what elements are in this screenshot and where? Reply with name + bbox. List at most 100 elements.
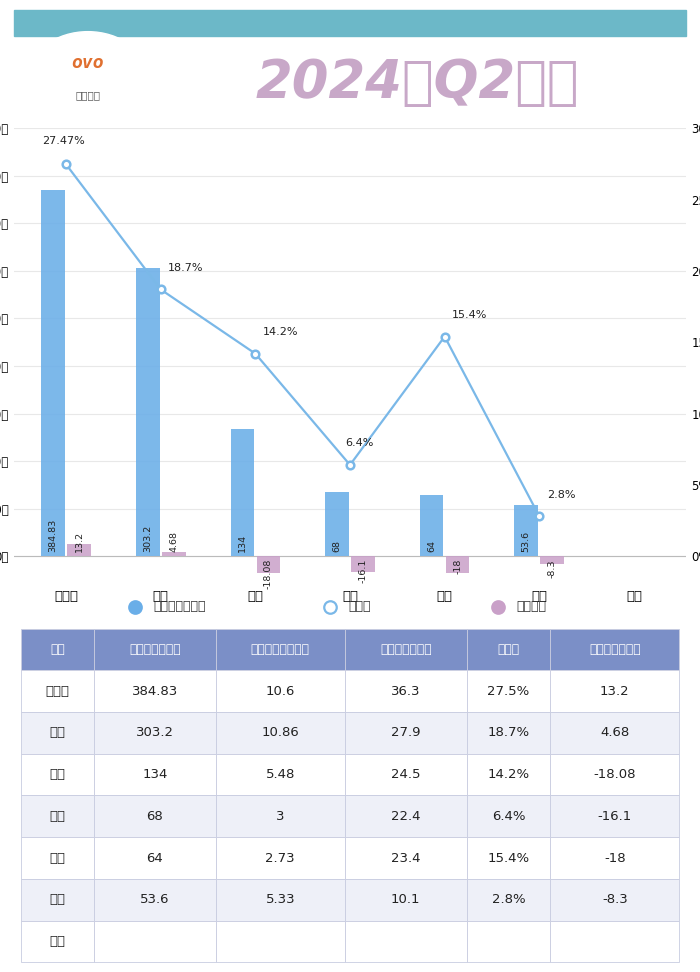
Bar bbox=[514, 505, 538, 556]
Text: 303.2: 303.2 bbox=[144, 525, 152, 552]
Text: 18.7%: 18.7% bbox=[168, 262, 204, 273]
Text: 蕴来: 蕴来 bbox=[49, 935, 65, 948]
Text: 53.6: 53.6 bbox=[140, 893, 169, 906]
Text: 134: 134 bbox=[142, 768, 167, 781]
Bar bbox=[467, 753, 550, 795]
Text: 36.3: 36.3 bbox=[391, 684, 421, 698]
Text: 27.5%: 27.5% bbox=[487, 684, 530, 698]
Ellipse shape bbox=[29, 32, 147, 121]
Bar bbox=[216, 753, 345, 795]
Text: 极氪: 极氪 bbox=[49, 768, 65, 781]
Text: 64: 64 bbox=[146, 851, 163, 864]
Bar bbox=[345, 920, 467, 962]
Text: 15.4%: 15.4% bbox=[452, 310, 488, 320]
Text: 理想: 理想 bbox=[49, 726, 65, 740]
Bar bbox=[550, 712, 679, 753]
Text: 3: 3 bbox=[276, 810, 285, 823]
Text: 64: 64 bbox=[427, 540, 436, 552]
Bar bbox=[21, 629, 94, 671]
Bar bbox=[420, 496, 444, 556]
Text: 384.83: 384.83 bbox=[132, 684, 178, 698]
Text: 运营利润（亿）: 运营利润（亿） bbox=[589, 643, 640, 656]
Text: 13.2: 13.2 bbox=[600, 684, 629, 698]
Text: -16.1: -16.1 bbox=[598, 810, 632, 823]
Text: 24.5: 24.5 bbox=[391, 768, 421, 781]
Bar bbox=[345, 837, 467, 879]
Bar bbox=[94, 837, 216, 879]
Text: 5.33: 5.33 bbox=[265, 893, 295, 906]
Bar bbox=[550, 920, 679, 962]
Text: 芝能汽车: 芝能汽车 bbox=[76, 90, 100, 100]
Text: 4.68: 4.68 bbox=[169, 532, 178, 552]
Bar bbox=[21, 753, 94, 795]
Bar bbox=[550, 629, 679, 671]
Bar bbox=[21, 837, 94, 879]
Bar bbox=[467, 712, 550, 753]
Bar bbox=[162, 552, 186, 556]
Text: 零跑: 零跑 bbox=[49, 893, 65, 906]
Text: 汽车收入（亿）: 汽车收入（亿） bbox=[154, 601, 206, 613]
Text: 27.47%: 27.47% bbox=[43, 136, 85, 147]
Bar bbox=[94, 879, 216, 920]
Text: 23.4: 23.4 bbox=[391, 851, 421, 864]
Text: 10.86: 10.86 bbox=[261, 726, 299, 740]
Text: -18.08: -18.08 bbox=[264, 559, 273, 589]
Text: 2.8%: 2.8% bbox=[547, 490, 575, 500]
Bar bbox=[345, 753, 467, 795]
Text: 2024年Q2数据: 2024年Q2数据 bbox=[256, 57, 579, 109]
Text: 68: 68 bbox=[332, 540, 342, 552]
Text: 毛利率: 毛利率 bbox=[498, 643, 519, 656]
Bar bbox=[467, 629, 550, 671]
Text: 小米: 小米 bbox=[49, 851, 65, 864]
Text: 6.4%: 6.4% bbox=[492, 810, 525, 823]
Text: 2.73: 2.73 bbox=[265, 851, 295, 864]
Text: 汽车收入（亿）: 汽车收入（亿） bbox=[129, 643, 181, 656]
Bar bbox=[446, 556, 470, 573]
Text: 15.4%: 15.4% bbox=[487, 851, 530, 864]
Text: 汽车单价（万）: 汽车单价（万） bbox=[380, 643, 432, 656]
Bar bbox=[326, 492, 349, 556]
Text: 5.48: 5.48 bbox=[265, 768, 295, 781]
Bar bbox=[550, 795, 679, 837]
Bar bbox=[216, 712, 345, 753]
Bar bbox=[21, 712, 94, 753]
Text: 毛利率: 毛利率 bbox=[349, 601, 371, 613]
Text: 68: 68 bbox=[146, 810, 163, 823]
Bar bbox=[136, 268, 160, 556]
Bar bbox=[216, 629, 345, 671]
Text: 10.1: 10.1 bbox=[391, 893, 421, 906]
Bar bbox=[21, 920, 94, 962]
Text: -18: -18 bbox=[453, 559, 462, 574]
Bar bbox=[94, 753, 216, 795]
Text: 14.2%: 14.2% bbox=[487, 768, 530, 781]
Bar bbox=[467, 795, 550, 837]
Text: -18: -18 bbox=[604, 851, 626, 864]
Bar bbox=[467, 920, 550, 962]
Bar bbox=[345, 671, 467, 712]
Bar bbox=[94, 629, 216, 671]
Text: -8.3: -8.3 bbox=[548, 559, 556, 577]
Bar bbox=[216, 920, 345, 962]
Bar bbox=[94, 795, 216, 837]
Text: 53.6: 53.6 bbox=[522, 532, 531, 552]
Text: 4.68: 4.68 bbox=[600, 726, 629, 740]
Text: 小鵏: 小鵏 bbox=[49, 810, 65, 823]
Bar bbox=[550, 837, 679, 879]
Bar bbox=[14, 10, 686, 36]
Text: 134: 134 bbox=[238, 535, 247, 552]
Bar bbox=[345, 879, 467, 920]
Text: 27.9: 27.9 bbox=[391, 726, 421, 740]
Bar bbox=[41, 191, 65, 556]
Bar bbox=[351, 556, 374, 572]
Bar bbox=[21, 795, 94, 837]
Text: 18.7%: 18.7% bbox=[487, 726, 530, 740]
Text: 303.2: 303.2 bbox=[136, 726, 174, 740]
Text: 13.2: 13.2 bbox=[75, 532, 83, 552]
Bar bbox=[467, 671, 550, 712]
Bar bbox=[467, 837, 550, 879]
Text: 汽车销量（万台）: 汽车销量（万台） bbox=[251, 643, 310, 656]
Bar bbox=[345, 795, 467, 837]
Bar bbox=[21, 671, 94, 712]
Bar bbox=[550, 671, 679, 712]
Text: -8.3: -8.3 bbox=[602, 893, 628, 906]
